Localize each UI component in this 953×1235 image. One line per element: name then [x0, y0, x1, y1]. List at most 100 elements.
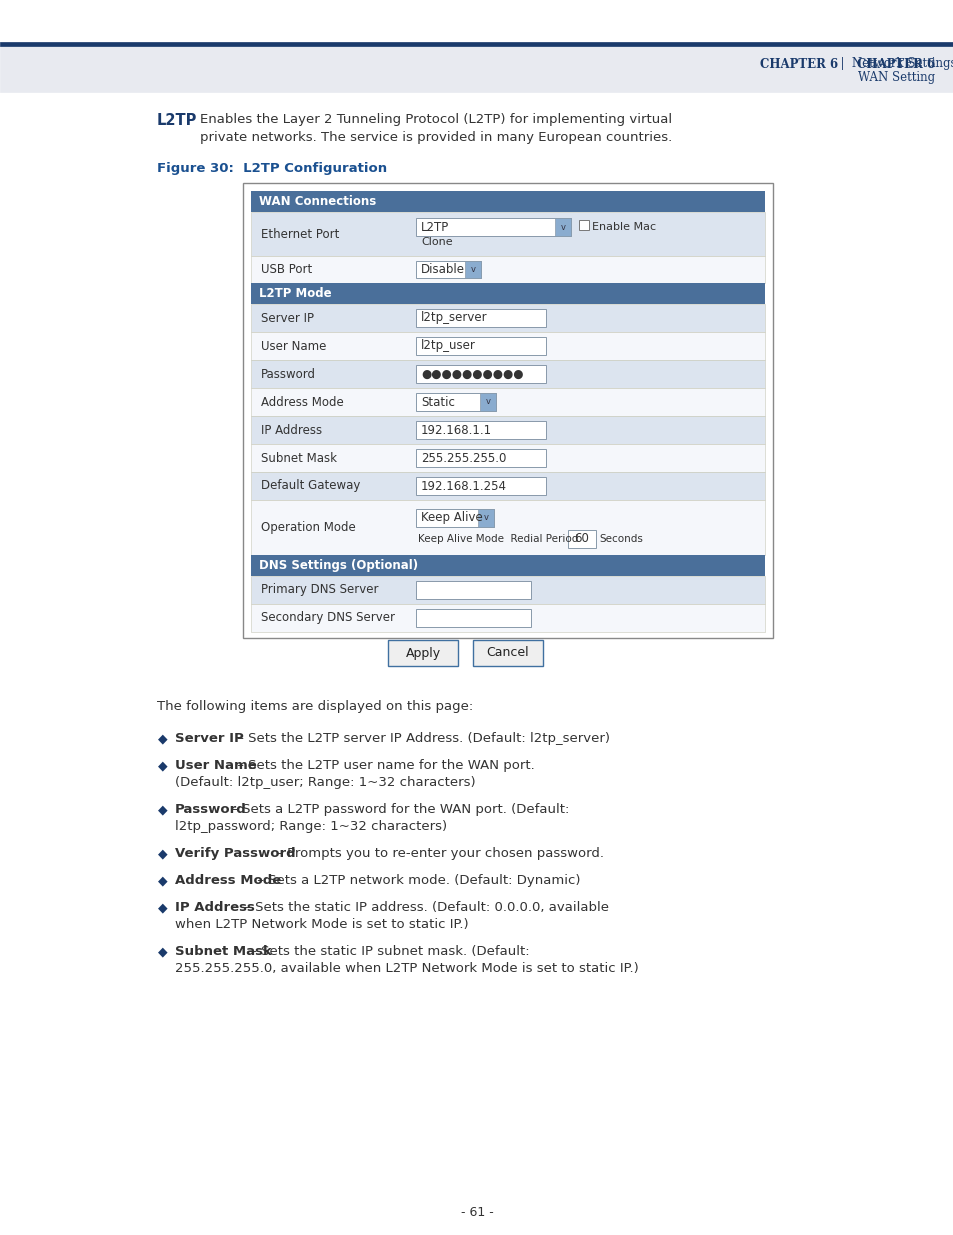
Text: Disable: Disable — [420, 263, 464, 275]
Bar — [479, 393, 496, 411]
Text: Keep Alive: Keep Alive — [420, 511, 482, 524]
Text: CHAPTER 6: CHAPTER 6 — [760, 58, 838, 70]
Text: – Sets the static IP address. (Default: 0.0.0.0, available: – Sets the static IP address. (Default: … — [240, 902, 608, 914]
Text: – Sets a L2TP password for the WAN port. (Default:: – Sets a L2TP password for the WAN port.… — [227, 803, 569, 816]
Text: CHAPTER 6: CHAPTER 6 — [856, 58, 934, 70]
Bar — [251, 304, 764, 332]
Text: ◆: ◆ — [158, 902, 168, 914]
Text: User Name: User Name — [261, 340, 326, 352]
Bar — [416, 421, 545, 438]
Text: Password: Password — [174, 803, 247, 816]
Text: – Sets a L2TP network mode. (Default: Dynamic): – Sets a L2TP network mode. (Default: Dy… — [253, 874, 579, 887]
Text: User Name: User Name — [174, 760, 256, 772]
Text: ◆: ◆ — [158, 732, 168, 745]
Text: Password: Password — [261, 368, 315, 380]
Bar — [416, 609, 531, 627]
Bar — [388, 640, 457, 666]
Text: DNS Settings (Optional): DNS Settings (Optional) — [258, 559, 417, 572]
Bar — [416, 477, 545, 495]
Text: ◆: ◆ — [158, 874, 168, 887]
Bar — [416, 450, 545, 467]
Text: L2TP: L2TP — [420, 221, 449, 233]
Text: Apply: Apply — [405, 646, 440, 659]
Bar — [0, 0, 953, 42]
Text: WAN Connections: WAN Connections — [258, 195, 375, 207]
Text: – Prompts you to re-enter your chosen password.: – Prompts you to re-enter your chosen pa… — [273, 847, 604, 860]
Text: Subnet Mask: Subnet Mask — [261, 452, 336, 464]
Text: Enables the Layer 2 Tunneling Protocol (L2TP) for implementing virtual: Enables the Layer 2 Tunneling Protocol (… — [200, 112, 672, 126]
Text: 192.168.1.254: 192.168.1.254 — [420, 479, 506, 493]
Bar — [251, 445, 764, 472]
Text: Default Gateway: Default Gateway — [261, 479, 360, 493]
Text: Operation Mode: Operation Mode — [261, 521, 355, 534]
Bar — [416, 366, 545, 383]
Bar — [416, 337, 545, 354]
Text: Ethernet Port: Ethernet Port — [261, 227, 339, 241]
Text: Verify Password: Verify Password — [174, 847, 295, 860]
Text: Address Mode: Address Mode — [174, 874, 281, 887]
Bar — [251, 191, 764, 212]
Bar — [251, 212, 764, 256]
Bar — [0, 42, 953, 46]
Text: ◆: ◆ — [158, 847, 168, 860]
Text: v: v — [560, 222, 565, 232]
Text: v: v — [483, 513, 488, 522]
Bar — [473, 640, 542, 666]
Text: (Default: l2tp_user; Range: 1~32 characters): (Default: l2tp_user; Range: 1~32 charact… — [174, 776, 476, 789]
Text: Subnet Mask: Subnet Mask — [174, 945, 272, 958]
Text: 192.168.1.1: 192.168.1.1 — [420, 424, 492, 436]
Text: Figure 30:  L2TP Configuration: Figure 30: L2TP Configuration — [157, 162, 387, 175]
Bar — [464, 261, 480, 278]
Text: v: v — [470, 266, 475, 274]
Text: l2tp_server: l2tp_server — [420, 311, 487, 325]
Bar — [251, 576, 764, 604]
Bar — [0, 46, 953, 91]
Text: The following items are displayed on this page:: The following items are displayed on thi… — [157, 700, 473, 713]
Bar — [251, 256, 764, 283]
Text: - 61 -: - 61 - — [460, 1207, 493, 1219]
Text: Enable Mac: Enable Mac — [592, 222, 656, 232]
Bar — [567, 530, 596, 547]
Bar — [578, 220, 588, 231]
Text: ●●●●●●●●●●: ●●●●●●●●●● — [420, 368, 523, 380]
Bar — [251, 359, 764, 388]
Bar — [251, 388, 764, 416]
Bar — [251, 416, 764, 445]
Text: – Sets the L2TP server IP Address. (Default: l2tp_server): – Sets the L2TP server IP Address. (Defa… — [233, 732, 610, 745]
Text: Server IP: Server IP — [174, 732, 244, 745]
Text: – Sets the static IP subnet mask. (Default:: – Sets the static IP subnet mask. (Defau… — [246, 945, 530, 958]
Text: Secondary DNS Server: Secondary DNS Server — [261, 611, 395, 625]
Text: v: v — [485, 398, 490, 406]
Text: USB Port: USB Port — [261, 263, 312, 275]
Bar — [251, 283, 764, 304]
Bar — [251, 604, 764, 632]
Text: ◆: ◆ — [158, 760, 168, 772]
Bar — [251, 332, 764, 359]
Text: l2tp_user: l2tp_user — [420, 340, 476, 352]
Bar — [416, 509, 494, 526]
Text: Primary DNS Server: Primary DNS Server — [261, 583, 378, 597]
Text: L2TP Mode: L2TP Mode — [258, 287, 332, 300]
Bar — [251, 472, 764, 500]
Text: Keep Alive Mode  Redial Period: Keep Alive Mode Redial Period — [417, 534, 578, 543]
Text: Server IP: Server IP — [261, 311, 314, 325]
Text: 60: 60 — [574, 532, 589, 545]
Bar — [416, 309, 545, 327]
Text: L2TP: L2TP — [157, 112, 197, 128]
Text: Seconds: Seconds — [598, 534, 642, 543]
Bar — [251, 500, 764, 555]
Text: Address Mode: Address Mode — [261, 395, 343, 409]
Text: Cancel: Cancel — [486, 646, 529, 659]
Text: WAN Setting: WAN Setting — [857, 72, 934, 84]
Text: IP Address: IP Address — [261, 424, 322, 436]
Text: ◆: ◆ — [158, 945, 168, 958]
Text: Clone: Clone — [420, 237, 452, 247]
Text: private networks. The service is provided in many European countries.: private networks. The service is provide… — [200, 131, 672, 144]
Bar — [243, 183, 772, 638]
Bar — [416, 261, 480, 278]
Text: l2tp_password; Range: 1~32 characters): l2tp_password; Range: 1~32 characters) — [174, 820, 447, 832]
Bar — [416, 219, 571, 236]
Bar — [251, 555, 764, 576]
Text: Static: Static — [420, 395, 455, 409]
Text: 255.255.255.0: 255.255.255.0 — [420, 452, 506, 464]
